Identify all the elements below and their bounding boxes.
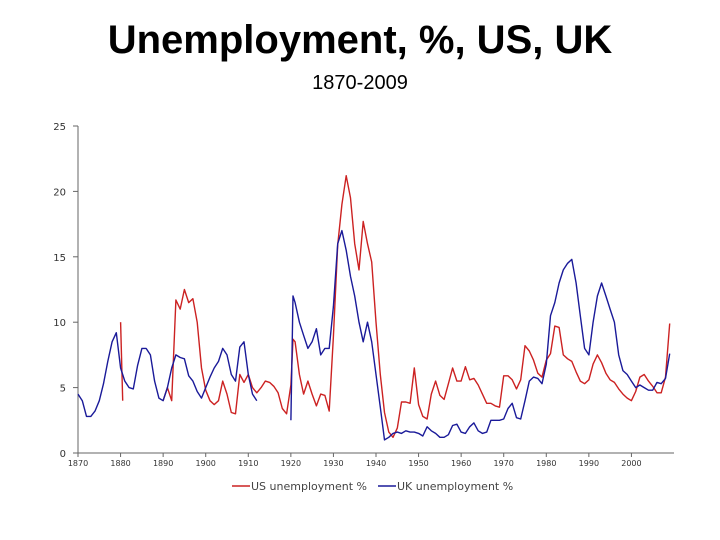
us-unemployment-line (119, 322, 124, 401)
y-tick-label: 10 (53, 318, 66, 329)
y-tick-label: 5 (60, 384, 66, 395)
chart-title: Unemployment, %, US, UK (107, 18, 613, 62)
x-tick-label: 1940 (366, 459, 386, 468)
y-tick-label: 0 (60, 449, 66, 460)
chart-axes: 0 5 10 15 20 25 1870 1880 1890 1900 1910 1920 1930 19… (53, 122, 674, 468)
y-tick-label: 25 (53, 122, 66, 133)
x-tick-label: 2000 (621, 459, 641, 468)
legend-label: UK unemployment % (397, 480, 513, 493)
x-tick-label: 1950 (408, 459, 428, 468)
uk-unemployment-line (77, 332, 258, 418)
x-tick-label: 1980 (536, 459, 556, 468)
x-tick-label: 1920 (281, 459, 301, 468)
y-tick-label: 20 (53, 187, 66, 198)
chart-legend: US unemployment % UK unemployment % (232, 480, 513, 493)
x-tick-label: 1880 (110, 459, 130, 468)
x-tick-label: 1970 (494, 459, 514, 468)
x-tick-label: 1870 (68, 459, 88, 468)
legend-label: US unemployment % (251, 480, 367, 493)
x-tick-label: 1890 (153, 459, 173, 468)
y-tick-label: 15 (53, 253, 66, 264)
series-layer (77, 175, 671, 441)
x-tick-label: 1910 (238, 459, 258, 468)
x-tick-label: 1930 (323, 459, 343, 468)
us-unemployment-line (162, 175, 671, 438)
x-tick-label: 1990 (579, 459, 599, 468)
x-tick-label: 1960 (451, 459, 471, 468)
x-tick-label: 1900 (196, 459, 216, 468)
uk-unemployment-line (290, 229, 671, 441)
chart-subtitle: 1870-2009 (312, 72, 408, 94)
